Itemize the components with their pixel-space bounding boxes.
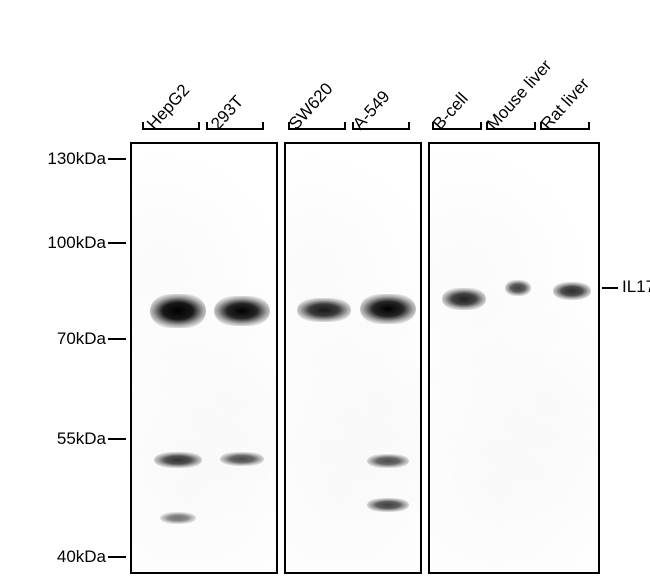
blot-band bbox=[150, 294, 206, 328]
target-tick bbox=[602, 287, 618, 289]
target-protein-label: IL17RB bbox=[622, 277, 650, 297]
blot-band bbox=[154, 452, 202, 468]
blot-band bbox=[214, 296, 270, 326]
bands-layer bbox=[0, 0, 650, 586]
western-blot-figure: { "figure": { "type": "western-blot", "w… bbox=[0, 0, 650, 586]
blot-band bbox=[367, 454, 409, 468]
blot-band bbox=[442, 288, 485, 310]
blot-band bbox=[160, 512, 196, 524]
blot-band bbox=[360, 294, 416, 324]
blot-band bbox=[220, 452, 265, 466]
blot-band bbox=[297, 298, 350, 322]
blot-band bbox=[553, 282, 591, 300]
blot-band bbox=[367, 498, 409, 512]
blot-band bbox=[505, 280, 531, 296]
